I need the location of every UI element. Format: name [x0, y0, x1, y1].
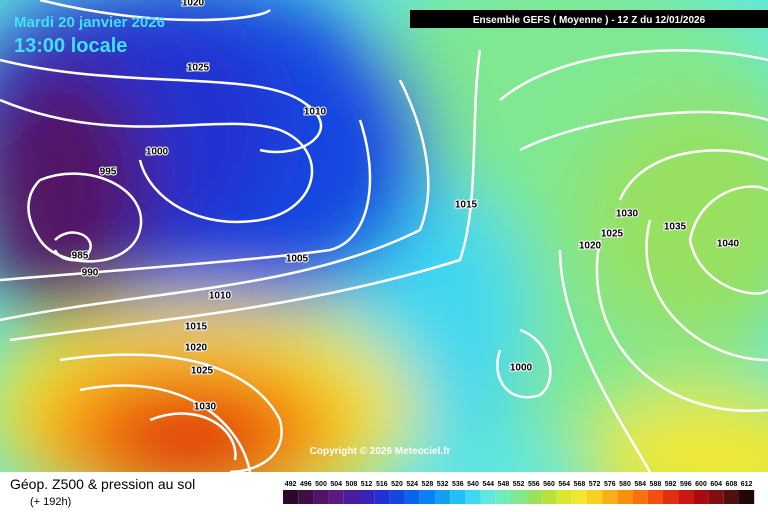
scale-label: 552	[513, 481, 525, 488]
scale-swatch	[526, 490, 542, 504]
isobar-label: 1020	[185, 343, 208, 354]
scale-swatch	[298, 490, 314, 504]
scale-label: 528	[422, 481, 434, 488]
scale-label: 524	[406, 481, 418, 488]
isobar-label: 1035	[664, 222, 687, 233]
scale-swatch	[374, 490, 390, 504]
scale-swatch	[571, 490, 587, 504]
isobar-label: 1000	[146, 147, 169, 158]
scale-label: 556	[528, 481, 540, 488]
isobar-label: 1040	[717, 239, 740, 250]
isobar-label: 1030	[194, 402, 217, 413]
scale-label: 508	[346, 481, 358, 488]
isobar-label: 1010	[304, 107, 327, 118]
scale-swatch	[587, 490, 603, 504]
scale-label: 608	[726, 481, 738, 488]
scale-label: 504	[330, 481, 342, 488]
scale-swatch	[465, 490, 481, 504]
scale-swatch	[495, 490, 511, 504]
date: Mardi 20 janvier 2026	[14, 14, 165, 31]
scale-label: 496	[300, 481, 312, 488]
scale-swatch	[693, 490, 709, 504]
scale-label: 612	[741, 481, 753, 488]
scale-swatch	[678, 490, 694, 504]
scale-label: 584	[634, 481, 646, 488]
scale-swatch	[723, 490, 739, 504]
scale-swatch	[359, 490, 375, 504]
isobar-label: 1010	[209, 291, 232, 302]
scale-label: 540	[467, 481, 479, 488]
scale-label: 592	[665, 481, 677, 488]
scale-swatch	[283, 490, 299, 504]
scale-swatch	[435, 490, 451, 504]
scale-label: 536	[452, 481, 464, 488]
run-box	[410, 10, 768, 28]
scale-label: 520	[391, 481, 403, 488]
scale-label: 580	[619, 481, 631, 488]
scale-label: 560	[543, 481, 555, 488]
time: 13:00 locale	[14, 35, 127, 57]
run-info: Ensemble GEFS ( Moyenne ) - 12 Z du 12/0…	[473, 15, 706, 26]
scale-swatch	[708, 490, 724, 504]
scale-label: 516	[376, 481, 388, 488]
isobars	[0, 0, 768, 474]
isobar-labels: 1020102510101000995985990100510151010101…	[71, 0, 741, 414]
scale-label: 588	[650, 481, 662, 488]
isobar-label: 1025	[191, 366, 214, 377]
scale-swatch	[450, 490, 466, 504]
scale-swatch	[328, 490, 344, 504]
scale-swatch	[389, 490, 405, 504]
scale-label: 500	[315, 481, 327, 488]
isobar-label: 1030	[616, 209, 639, 220]
isobar-label: 1000	[510, 363, 533, 374]
scale-swatch	[602, 490, 618, 504]
copyright: Copyright © 2026 Meteociel.fr	[310, 446, 451, 457]
scale-swatch	[480, 490, 496, 504]
isobar-label: 1015	[185, 322, 208, 333]
scale-label: 572	[589, 481, 601, 488]
isobar-label: 1005	[286, 254, 309, 265]
scale-swatch	[556, 490, 572, 504]
isobar-label: 1020	[182, 0, 205, 9]
scale-label: 604	[710, 481, 722, 488]
scale-label: 544	[482, 481, 494, 488]
scale-swatch	[404, 490, 420, 504]
scale-swatch	[313, 490, 329, 504]
scale-swatch	[739, 490, 755, 504]
scale-label: 600	[695, 481, 707, 488]
scale-swatch	[541, 490, 557, 504]
scale-swatch	[511, 490, 527, 504]
isobar-label: 1015	[455, 200, 478, 211]
isobar-label: 1025	[187, 63, 210, 74]
color-scale: 492 496 500 504 508 512 516 520 524 528 532 536 540 5…	[283, 481, 755, 504]
scale-swatch	[663, 490, 679, 504]
scale-label: 564	[558, 481, 570, 488]
scale-swatch	[647, 490, 663, 504]
scale-label: 532	[437, 481, 449, 488]
scale-swatch	[617, 490, 633, 504]
isobar-label: 990	[82, 268, 99, 279]
isobar-label: 1025	[601, 229, 624, 240]
scale-swatch	[343, 490, 359, 504]
scale-swatch	[419, 490, 435, 504]
isobar-label: 995	[100, 167, 117, 178]
scale-swatch	[632, 490, 648, 504]
lead-time: (+ 192h)	[30, 496, 71, 508]
isobar-label: 1020	[579, 241, 602, 252]
scale-label: 576	[604, 481, 616, 488]
scale-label: 512	[361, 481, 373, 488]
scale-label: 548	[498, 481, 510, 488]
scale-label: 492	[285, 481, 297, 488]
scale-label: 568	[574, 481, 586, 488]
isobar-label: 985	[72, 251, 89, 262]
legend-title: Géop. Z500 & pression au sol	[10, 476, 195, 492]
scale-label: 596	[680, 481, 692, 488]
